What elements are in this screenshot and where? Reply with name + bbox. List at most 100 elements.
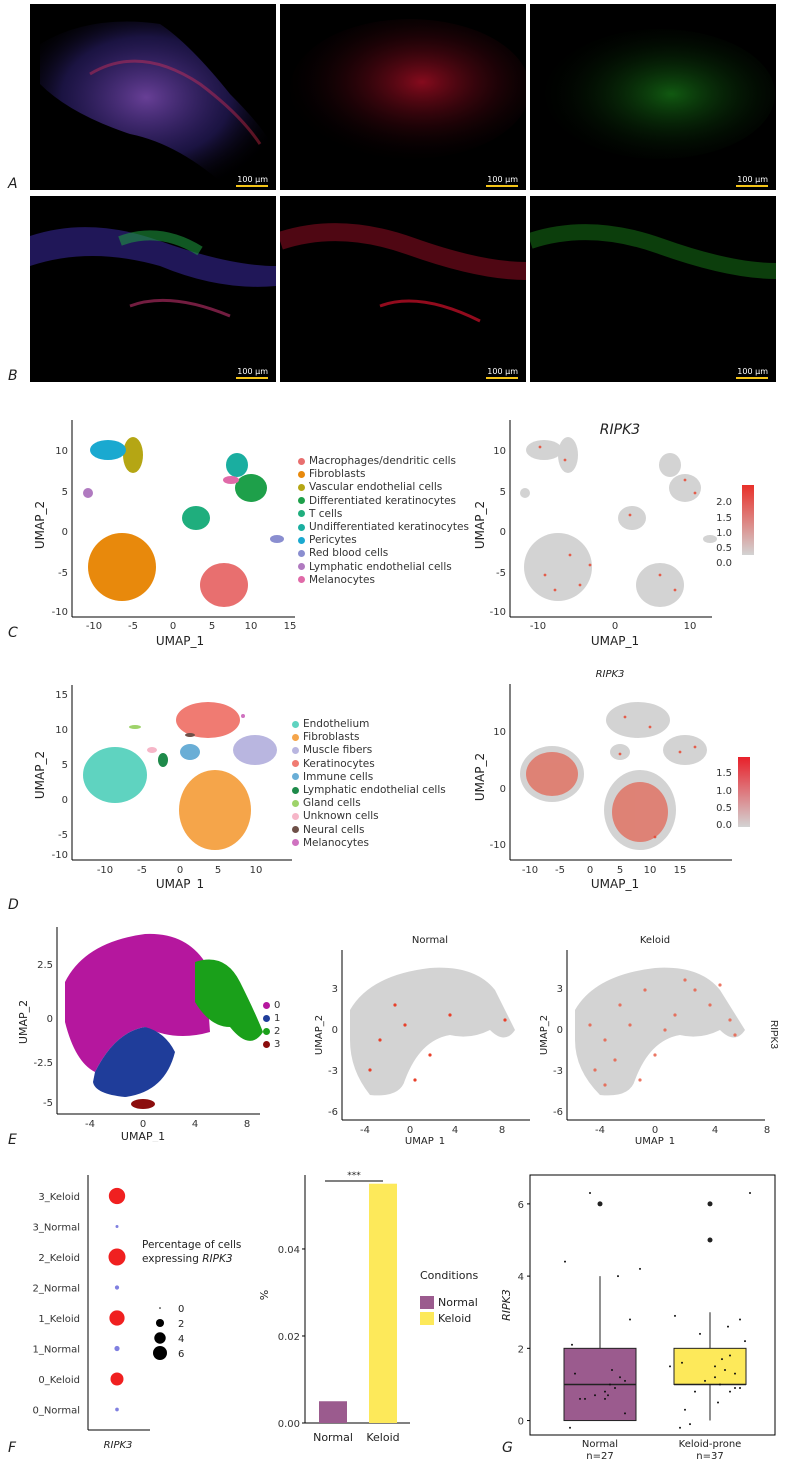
legend-dot-icon [292,733,299,741]
panel-b-red: 100 μm [280,196,526,382]
legend-item: Melanocytes [292,837,369,849]
e-xtick: 8 [244,1119,250,1130]
cluster-fibroblasts [88,533,156,601]
legend-label: 3 [274,1039,281,1050]
scale-bar-label: 100 μm [487,367,518,376]
legend-item: Vascular endothelial cells [298,481,442,493]
e-ytick: 2.5 [37,960,53,971]
d-ylabel: UMAP_2 [33,751,47,799]
box-outlier [597,1201,603,1207]
legend-label: 0 [274,1000,281,1011]
e-normal-xlabel: UMAP_1 [405,1136,445,1145]
significance-label: *** [347,1171,361,1181]
c-feature-ytick: -5 [496,568,506,579]
legend-label: Immune cells [303,770,374,783]
f-category-label: 1_Normal [32,1345,80,1356]
legend-dot-icon [292,812,299,820]
bar-ylabel: % [258,1290,271,1300]
cluster-gland [129,725,141,729]
legend-label: Neural cells [303,823,365,836]
legend-dot-icon [292,773,299,781]
cluster-melanocytes-d [241,714,245,718]
d-cbar-tick: 0.0 [716,820,732,831]
legend-label: Melanocytes [309,573,375,586]
panel-e-normal: Normal 3 0 -3 -6 -4 0 4 8 UMAP_1 UMAP_2 [314,935,530,1145]
f-xlabel: RIPK3 [104,1440,133,1451]
cluster-keratinocytes [176,702,240,738]
cluster-e-0 [65,933,210,1072]
box-jitter-point [564,1260,566,1263]
box-jitter-point [619,1376,621,1379]
cluster-differentiated-keratinocytes [235,474,267,502]
bar-legend-title: Conditions [420,1269,478,1282]
scale-bar-label: 100 μm [737,175,768,184]
e-ylabel: UMAP_2 [17,1000,30,1044]
legend-dot-icon [263,1001,270,1009]
panel-f-barchart: 0.00 0.02 0.04 Normal Keloid % *** Conditio… [258,1171,478,1444]
legend-item: 2 [263,1026,280,1037]
f-legend-title-2-text: expressing [142,1253,199,1265]
c-ytick: 5 [62,487,68,498]
cluster-unknown [147,747,157,753]
e-keloid-xtick: -4 [595,1125,605,1136]
legend-dot-icon [263,1014,270,1022]
legend-label: Lymphatic endothelial cells [309,560,452,573]
panel-a-merged: 100 μm [30,4,276,190]
d-feature-ytick: 10 [493,727,506,738]
bar-ytick-label: 0.04 [278,1245,300,1256]
e-normal-xtick: 8 [499,1125,505,1136]
e-xtick: 0 [140,1119,146,1130]
box-jitter-point [579,1397,581,1400]
c-feature-xtick: 0 [612,621,618,632]
d-xtick: 10 [250,865,263,876]
e-ripk3-side-label: RIPK3 [768,1020,779,1049]
f-category-label: 0_Normal [32,1406,80,1417]
legend-label: T cells [309,507,343,520]
cluster-endothelium [83,747,147,803]
panel-c-clusters [83,437,284,607]
box-jitter-point [629,1318,631,1321]
legend-label: 1 [274,1013,281,1024]
cluster-e-2 [195,959,263,1041]
e-keloid-ylabel: UMAP_2 [539,1015,550,1055]
box-jitter-point [721,1358,723,1361]
legend-label: Fibroblasts [303,731,360,744]
legend-label: Fibroblasts [309,468,366,481]
f-size-legend-dot [159,1307,161,1309]
panel-label-a: A [8,176,18,192]
box-jitter-point [724,1369,726,1371]
bar-legend-label: Normal [438,1296,478,1309]
cluster-melanocytes [223,476,239,484]
box-jitter-point [679,1426,681,1429]
e-keloid-ytick: -3 [553,1066,563,1077]
d-feature-title: RIPK3 [596,669,625,680]
legend-dot-icon [298,549,305,557]
f-size-legend-dot [154,1332,166,1344]
c-ytick: -5 [58,568,68,579]
e-normal-ytick: 0 [332,1025,338,1036]
legend-item: Endothelium [292,718,369,730]
box-jitter-point [739,1318,741,1321]
c-feature-xtick: -10 [530,621,546,632]
c-feature-ytick: 10 [493,446,506,457]
c-xtick: 15 [284,621,297,632]
legend-item: Undifferentiated keratinocytes [298,521,469,533]
box-jitter-point [609,1383,611,1386]
panel-b-green: 100 μm [530,196,776,382]
bar-ytick-label: 0.02 [278,1332,300,1343]
panel-label-d: D [8,897,19,913]
cluster-undifferentiated-keratinocytes [226,453,248,477]
bar-legend-swatch [420,1312,434,1325]
legend-item: Macrophages/dendritic cells [298,455,456,467]
panel-a-green: 100 μm [530,4,776,190]
legend-item: 3 [263,1039,280,1050]
cluster-fibroblasts-d [179,770,251,850]
f-category-label: 2_Normal [32,1284,80,1295]
legend-item: Fibroblasts [292,731,359,743]
legend-dot-icon [298,483,305,491]
legend-label: Differentiated keratinocytes [309,494,457,507]
box-group-n: n=37 [696,1451,723,1462]
cluster-t-cells [182,506,210,530]
box-group-label: Normal [582,1439,618,1450]
e-normal-xtick: -4 [360,1125,370,1136]
